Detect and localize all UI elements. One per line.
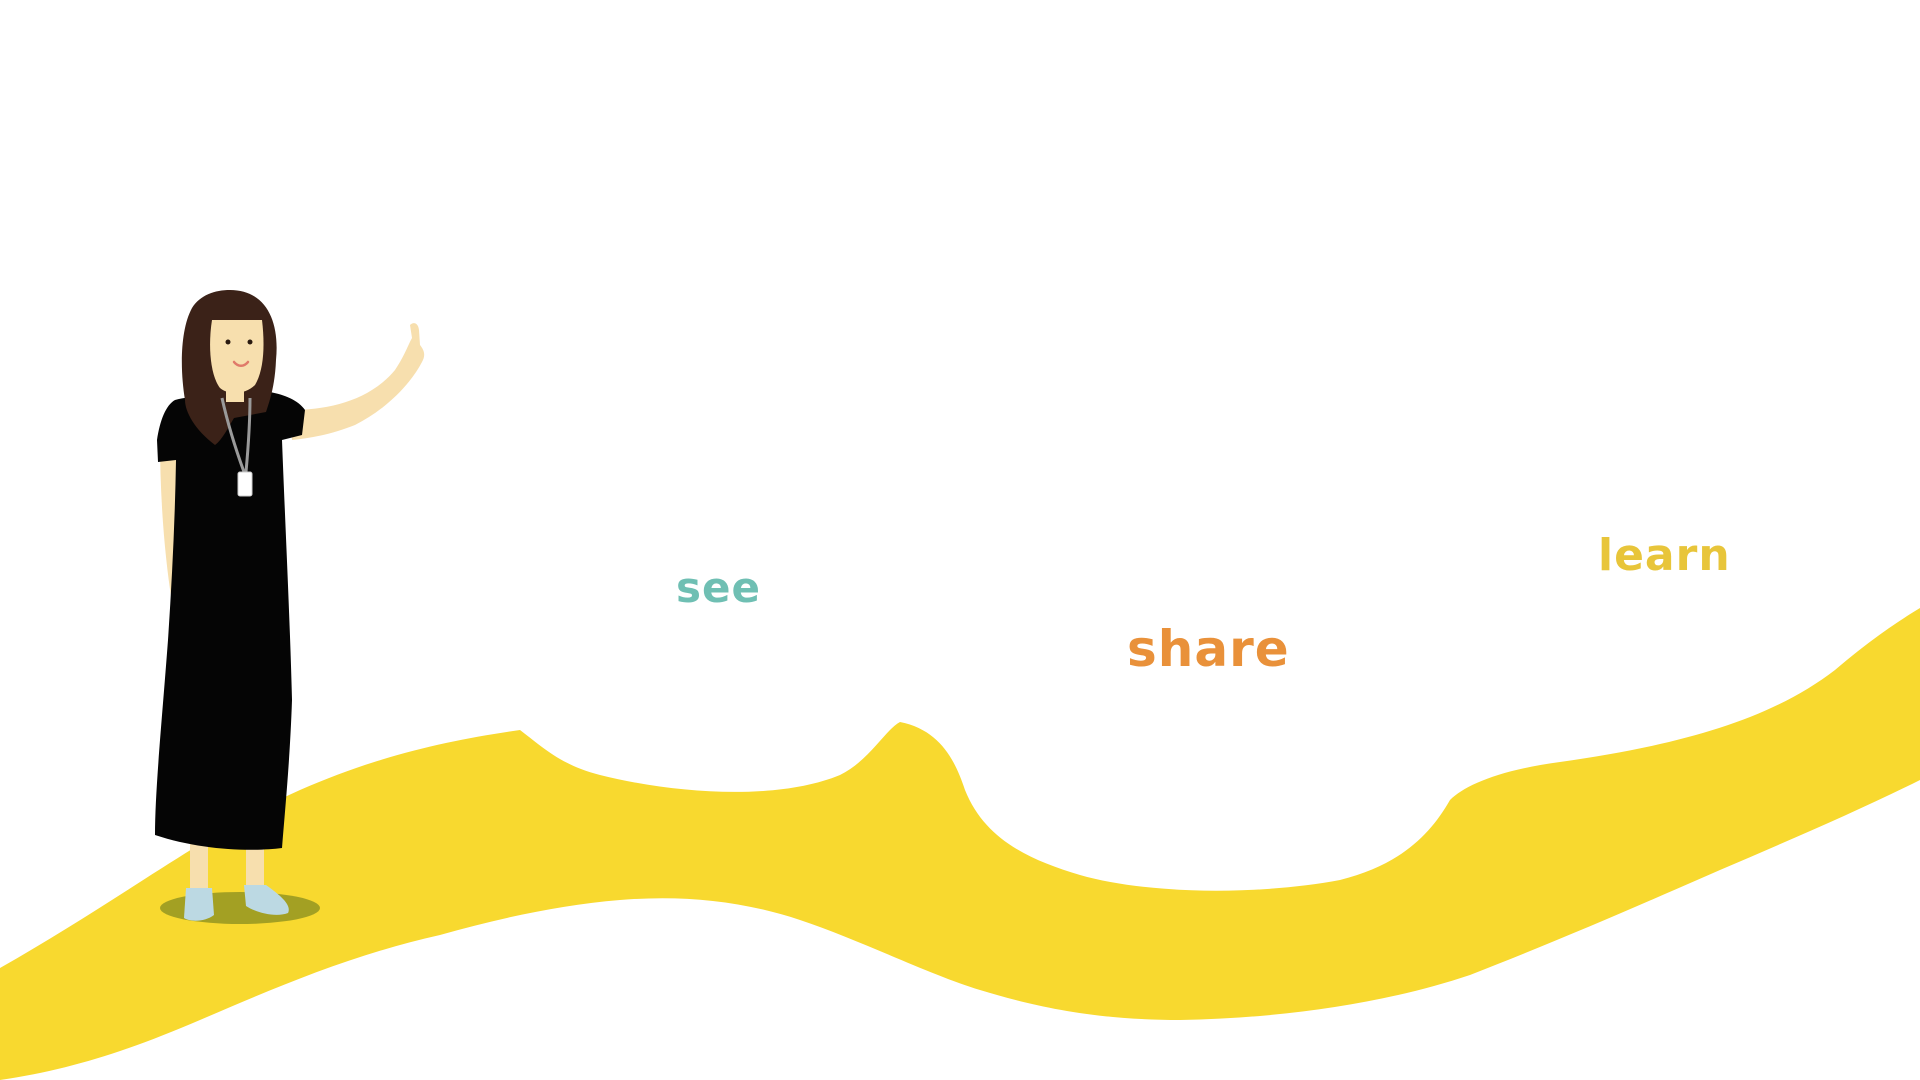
left-leg — [190, 840, 208, 895]
word-see: see — [676, 563, 761, 612]
face — [210, 320, 264, 393]
neck — [226, 388, 244, 402]
word-learn: learn — [1598, 530, 1731, 581]
left-eye — [225, 339, 231, 345]
right-shoe — [244, 885, 289, 915]
raised-arm — [290, 323, 425, 440]
lanyard — [220, 397, 252, 473]
black-dress — [155, 392, 305, 850]
left-shoe — [184, 888, 214, 921]
right-eye — [247, 339, 253, 345]
smile — [232, 360, 250, 367]
id-badge — [237, 471, 253, 497]
woman-figure — [155, 290, 425, 924]
yellow-winding-path — [0, 608, 1920, 1080]
ground-shadow — [160, 892, 320, 924]
right-leg — [246, 840, 264, 890]
word-share: share — [1127, 620, 1290, 678]
